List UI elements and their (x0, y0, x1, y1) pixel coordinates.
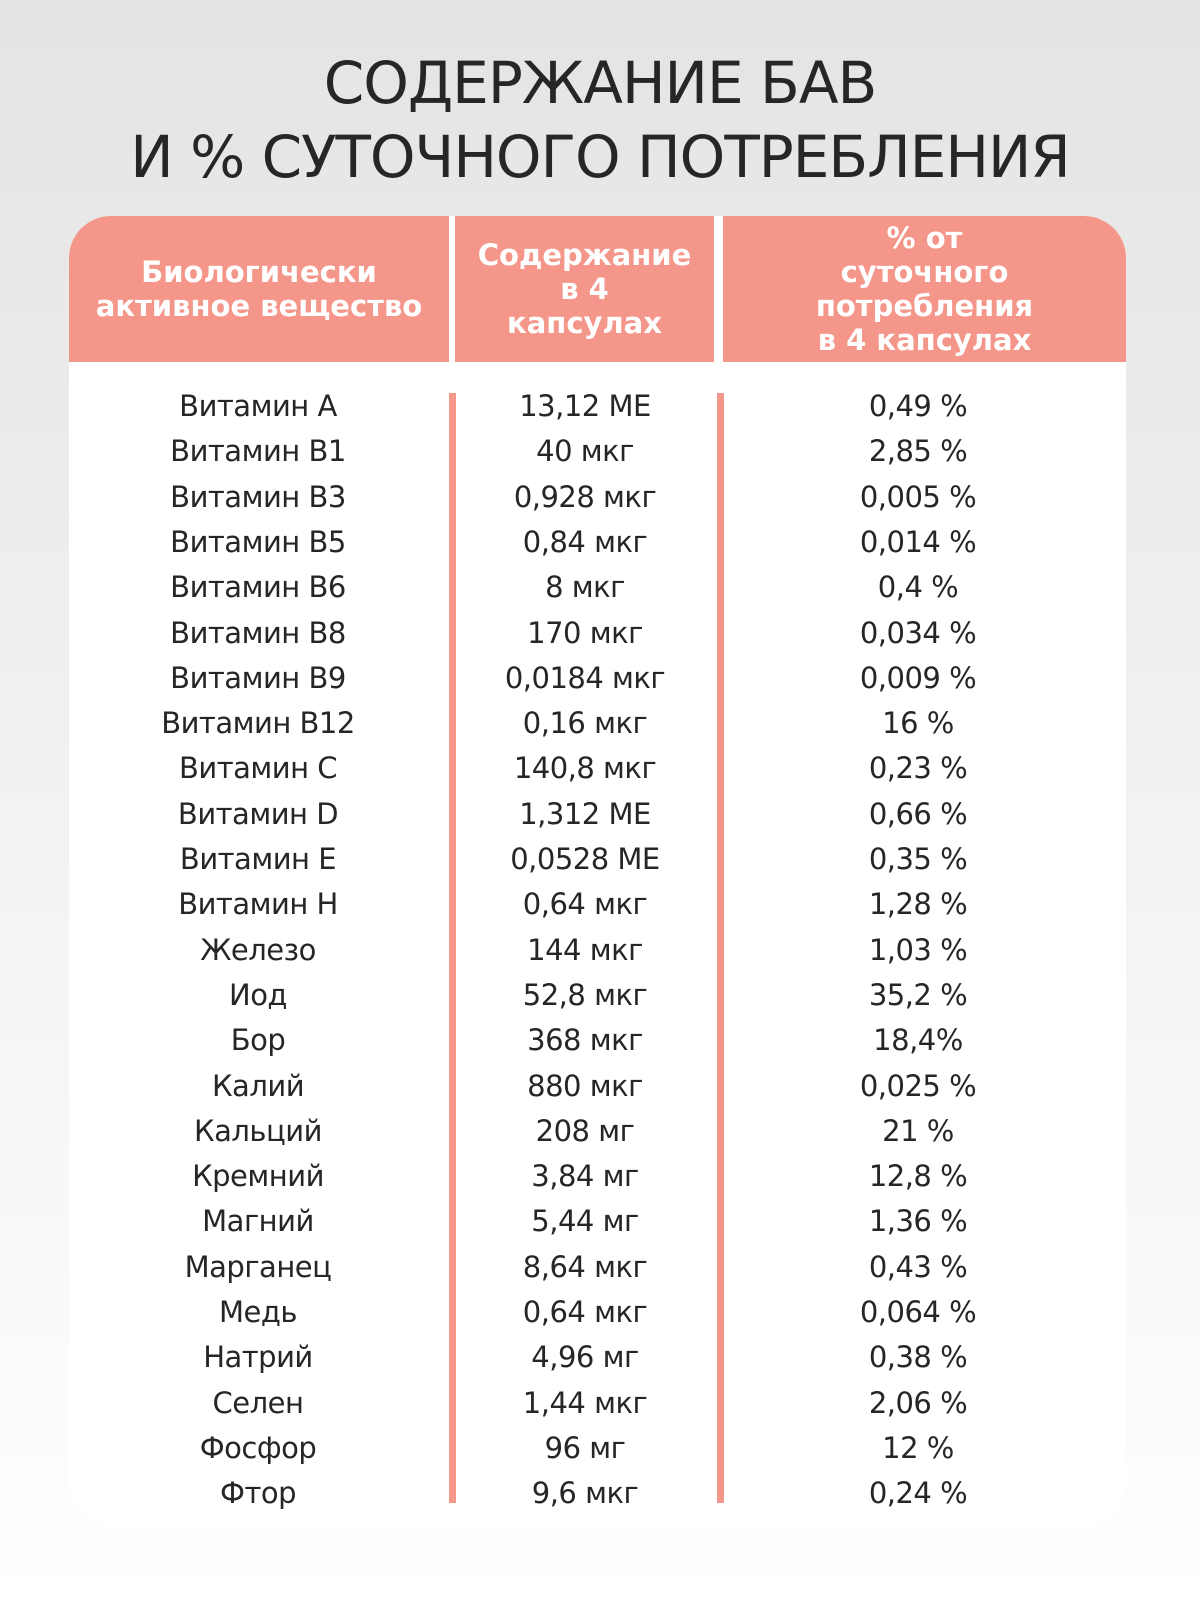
table-cell: 1,44 мкг (522, 1385, 648, 1420)
table-cell: 0,16 мкг (522, 706, 648, 741)
table-cell: Витамин А (179, 389, 337, 423)
table-cell: 0,025 % (859, 1068, 977, 1103)
table-cell: 1,28 % (868, 887, 968, 922)
header-cell: Содержание в 4 капсулах (455, 216, 714, 362)
table-cell: Фтор (219, 1476, 297, 1511)
table-cell: 0,49 % (868, 389, 968, 423)
table-cell: 144 мкг (527, 932, 643, 967)
table-cell: 880 мкг (527, 1068, 643, 1103)
table-cell: 52,8 мкг (522, 977, 648, 1012)
table-cell: Железо (200, 932, 316, 967)
table-cell: 0,0184 мкг (504, 660, 666, 695)
table-cell: Медь (218, 1295, 298, 1329)
table-cell: 0,66 % (868, 796, 968, 831)
table: Биологически активное вещество Содержани… (69, 216, 1126, 1525)
table-cell: 0,35 % (868, 842, 968, 876)
table-cell: 16 % (882, 706, 954, 741)
table-cell: 208 мг (535, 1113, 635, 1148)
table-cell: 0,0528 МЕ (510, 842, 660, 876)
table-cell: Магний (202, 1204, 314, 1239)
table-cell: 0,034 % (859, 615, 977, 650)
table-cell: Витамин В8 (170, 615, 346, 650)
table-cell: 4,96 мг (531, 1340, 639, 1375)
table-cell: 2,06 % (868, 1385, 968, 1420)
header-cell: Биологически активное вещество (69, 216, 449, 362)
table-cell: 0,009 % (859, 660, 977, 695)
table-cell: 96 мг (544, 1430, 626, 1465)
table-cell: Иод (229, 977, 288, 1012)
table-cell: 8,64 мкг (522, 1249, 648, 1284)
column-divider (717, 393, 724, 1503)
table-cell: Витамин В9 (170, 660, 346, 695)
table-cell: 0,064 % (859, 1295, 977, 1329)
table-cell: 0,64 мкг (522, 1295, 648, 1329)
table-cell: 0,84 мкг (522, 524, 648, 559)
table-cell: Витамин В12 (161, 706, 355, 741)
table-cell: 3,84 мг (531, 1159, 639, 1194)
table-cell: 9,6 мкг (531, 1476, 639, 1511)
table-cell: Марганец (184, 1249, 332, 1284)
table-cell: 35,2 % (868, 977, 968, 1012)
table-cell: 2,85 % (868, 434, 968, 469)
title-line: СОДЕРЖАНИЕ БАВ (323, 49, 878, 117)
table-cell: Витамин С (178, 751, 338, 786)
table-cell: 8 мкг (545, 570, 625, 605)
table-cell: Витамин Е (179, 842, 337, 876)
table-cell: 12,8 % (868, 1159, 968, 1194)
header-cell: % от суточного потребления в 4 капсулах (723, 216, 1126, 362)
table-cell: 18,4% (873, 1023, 963, 1058)
table-cell: Кальций (194, 1113, 322, 1148)
table-cell: 0,928 мкг (513, 479, 657, 514)
table-cell: 0,38 % (868, 1340, 968, 1375)
table-cell: 0,43 % (868, 1249, 968, 1284)
table-cell: Бор (230, 1023, 286, 1058)
table-cell: 0,4 % (877, 570, 959, 605)
table-cell: 40 мкг (536, 434, 634, 469)
table-cell: 12 % (882, 1430, 954, 1465)
table-cell: Витамин В5 (170, 524, 346, 559)
table-cell: Фосфор (199, 1430, 317, 1465)
title-line: И % СУТОЧНОГО ПОТРЕБЛЕНИЯ (130, 123, 1070, 191)
table-cell: Кремний (192, 1159, 324, 1194)
table-cell: 0,24 % (868, 1476, 968, 1511)
table-cell: Витамин Н (178, 887, 338, 922)
table-cell: Витамин В6 (170, 570, 346, 605)
table-cell: 5,44 мг (531, 1204, 639, 1239)
table-cell: 0,64 мкг (522, 887, 648, 922)
table-cell: 13,12 МЕ (519, 389, 651, 423)
table-cell: Селен (212, 1385, 304, 1420)
table-cell: 1,312 МЕ (519, 796, 651, 831)
table-cell: Натрий (203, 1340, 313, 1375)
table-cell: 1,03 % (868, 932, 968, 967)
table-cell: 1,36 % (868, 1204, 968, 1239)
table-cell: Калий (211, 1068, 305, 1103)
table-cell: 21 % (882, 1113, 954, 1148)
table-cell: Витамин В3 (170, 479, 346, 514)
table-cell: 170 мкг (527, 615, 643, 650)
column-divider (449, 393, 456, 1503)
table-cell: 0,23 % (868, 751, 968, 786)
table-cell: 368 мкг (527, 1023, 643, 1058)
table-cell: 0,005 % (859, 479, 977, 514)
table-cell: 0,014 % (859, 524, 977, 559)
table-cell: Витамин В1 (170, 434, 346, 469)
table-cell: 140,8 мкг (513, 751, 657, 786)
table-cell: Витамин D (177, 796, 339, 831)
